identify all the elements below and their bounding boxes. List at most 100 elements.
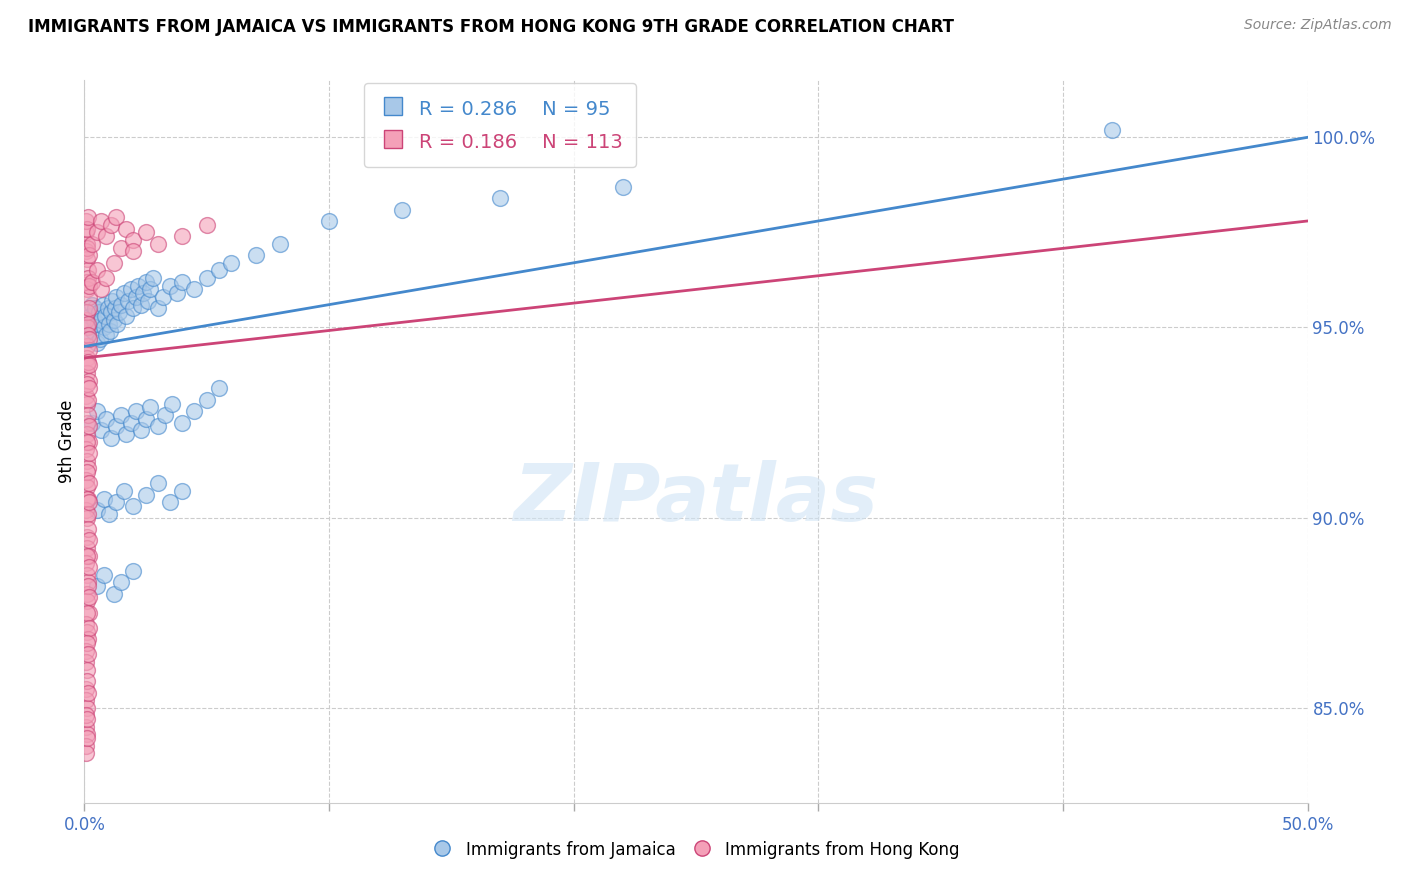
Point bbox=[195, 218, 218, 232]
Point bbox=[129, 423, 152, 437]
Point bbox=[75, 214, 97, 228]
Point bbox=[125, 290, 148, 304]
Point bbox=[115, 221, 138, 235]
Point bbox=[77, 522, 100, 536]
Point bbox=[98, 324, 121, 338]
Point bbox=[146, 236, 169, 251]
Point bbox=[142, 271, 165, 285]
Point bbox=[76, 396, 98, 410]
Point bbox=[76, 426, 98, 441]
Point bbox=[76, 587, 98, 601]
Point bbox=[77, 263, 100, 277]
Point bbox=[245, 248, 267, 262]
Point bbox=[97, 301, 120, 316]
Point bbox=[77, 343, 100, 358]
Point bbox=[80, 275, 103, 289]
Point bbox=[166, 286, 188, 301]
Point bbox=[112, 286, 135, 301]
Point bbox=[103, 256, 125, 270]
Point bbox=[80, 236, 103, 251]
Point bbox=[86, 335, 108, 350]
Point bbox=[90, 313, 112, 327]
Point bbox=[86, 404, 108, 418]
Point bbox=[172, 275, 194, 289]
Point bbox=[76, 674, 98, 689]
Point bbox=[77, 606, 100, 620]
Point bbox=[122, 244, 145, 259]
Point bbox=[139, 401, 162, 415]
Point bbox=[77, 461, 100, 475]
Point bbox=[76, 530, 98, 544]
Point bbox=[75, 655, 97, 669]
Point bbox=[77, 392, 100, 407]
Point bbox=[77, 533, 100, 548]
Point bbox=[135, 411, 157, 425]
Point bbox=[77, 575, 100, 590]
Point bbox=[75, 244, 97, 259]
Point bbox=[80, 416, 103, 430]
Point bbox=[76, 465, 98, 479]
Point bbox=[76, 252, 98, 266]
Point bbox=[77, 332, 100, 346]
Point bbox=[146, 301, 169, 316]
Point bbox=[89, 332, 111, 346]
Point bbox=[195, 271, 218, 285]
Point bbox=[83, 313, 105, 327]
Point bbox=[76, 236, 98, 251]
Point bbox=[76, 594, 98, 608]
Point bbox=[122, 233, 145, 247]
Point bbox=[90, 282, 112, 296]
Point bbox=[77, 320, 100, 334]
Point bbox=[86, 579, 108, 593]
Point bbox=[105, 290, 128, 304]
Point bbox=[76, 453, 98, 467]
Point bbox=[76, 606, 98, 620]
Point bbox=[77, 271, 100, 285]
Point bbox=[110, 241, 132, 255]
Point bbox=[75, 643, 97, 657]
Point bbox=[96, 229, 118, 244]
Point bbox=[77, 560, 100, 574]
Point bbox=[86, 226, 108, 240]
Point bbox=[96, 328, 118, 343]
Point bbox=[76, 731, 98, 746]
Point bbox=[269, 236, 291, 251]
Point bbox=[77, 446, 100, 460]
Point bbox=[77, 621, 100, 635]
Point bbox=[612, 179, 634, 194]
Point bbox=[122, 499, 145, 513]
Point bbox=[122, 564, 145, 578]
Point bbox=[146, 419, 169, 434]
Point bbox=[110, 575, 132, 590]
Point bbox=[94, 309, 117, 323]
Point bbox=[75, 503, 97, 517]
Point bbox=[75, 739, 97, 753]
Point bbox=[115, 426, 138, 441]
Point bbox=[93, 491, 115, 506]
Point bbox=[76, 480, 98, 494]
Text: ZIPatlas: ZIPatlas bbox=[513, 460, 879, 539]
Point bbox=[75, 693, 97, 707]
Point bbox=[115, 309, 138, 323]
Point bbox=[77, 579, 100, 593]
Point bbox=[77, 434, 100, 449]
Point bbox=[76, 221, 98, 235]
Point bbox=[77, 248, 100, 262]
Point bbox=[96, 411, 118, 425]
Point bbox=[76, 351, 98, 365]
Point bbox=[159, 278, 181, 293]
Point bbox=[172, 483, 194, 498]
Point bbox=[489, 191, 512, 205]
Point bbox=[146, 476, 169, 491]
Point bbox=[76, 727, 98, 741]
Point bbox=[208, 263, 231, 277]
Point bbox=[97, 317, 120, 331]
Point bbox=[153, 408, 176, 422]
Point bbox=[105, 419, 128, 434]
Point bbox=[77, 210, 100, 224]
Point bbox=[195, 392, 218, 407]
Point bbox=[76, 305, 98, 319]
Point bbox=[77, 301, 100, 316]
Point bbox=[75, 473, 97, 487]
Point bbox=[77, 328, 100, 343]
